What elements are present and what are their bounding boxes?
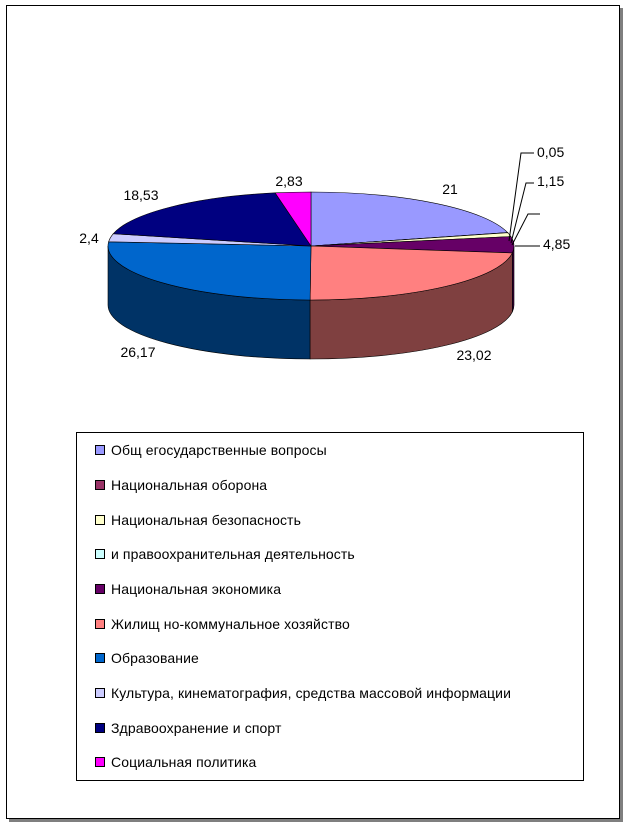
data-labels: 21 0,05 1,15 4,85 23,02 26,17 2,4 18,53 2,83 [79,144,570,363]
legend-label: Общ егосударственные вопросы [111,442,327,458]
legend-swatch [95,653,105,663]
data-label-2: 1,15 [537,173,564,189]
legend-label: и правоохранительная деятельность [111,546,355,562]
data-label-0: 21 [442,181,458,197]
legend-label: Национальная экономика [111,581,282,597]
pie-slice-0 [310,191,509,247]
leader-lines [508,152,540,247]
legend-item-2: Национальная безопасность [95,510,301,530]
legend-label: Жилищ но-коммунальное хозяйство [111,616,350,632]
pie-tops [107,191,515,301]
data-label-8: 18,53 [123,187,158,203]
legend-item-0: Общ егосударственные вопросы [95,440,327,460]
data-label-5: 23,02 [456,347,491,363]
legend-item-9: Социальная политика [95,752,256,772]
legend-swatch [95,757,105,767]
legend-item-3: и правоохранительная деятельность [95,544,355,564]
legend-swatch [95,549,105,559]
leader-line-3 [511,213,540,246]
legend-swatch [95,688,105,698]
legend-swatch [95,723,105,733]
data-label-7: 2,4 [79,230,99,246]
data-label-6: 26,17 [120,344,155,360]
legend-swatch [95,480,105,490]
legend-label: Образование [111,650,199,666]
legend-swatch [95,619,105,629]
legend-item-4: Национальная экономика [95,579,281,599]
legend-item-1: Национальная оборона [95,475,267,495]
legend-item-8: Здравоохранение и спорт [95,718,281,738]
pie-slice-8 [112,192,312,247]
legend-item-6: Образование [95,648,199,668]
legend-item-5: Жилищ но-коммунальное хозяйство [95,614,350,634]
legend-swatch [95,584,105,594]
legend-swatch [95,445,105,455]
data-label-9: 2,83 [275,173,302,189]
data-label-1: 0,05 [537,144,564,160]
data-label-4: 4,85 [543,236,570,252]
leader-line-2 [510,182,534,244]
legend-swatch [95,515,105,525]
pie-slice-6 [107,241,312,301]
pie-slice-5 [309,245,513,301]
legend-item-7: Культура, кинематография, средства массо… [95,683,511,703]
legend-label: Социальная политика [111,754,257,770]
leader-line-1 [508,152,534,242]
legend-label: Здравоохранение и спорт [111,720,282,736]
legend: Общ егосударственные вопросы Национальная… [76,432,584,781]
pie-slice-9 [274,191,312,247]
legend-label: Культура, кинематография, средства массо… [111,685,512,701]
legend-label: Национальная оборона [111,477,268,493]
legend-label: Национальная безопасность [111,512,301,528]
pie-chart-3d: 21 0,05 1,15 4,85 23,02 26,17 2,4 18,53 2,83 [79,144,570,363]
